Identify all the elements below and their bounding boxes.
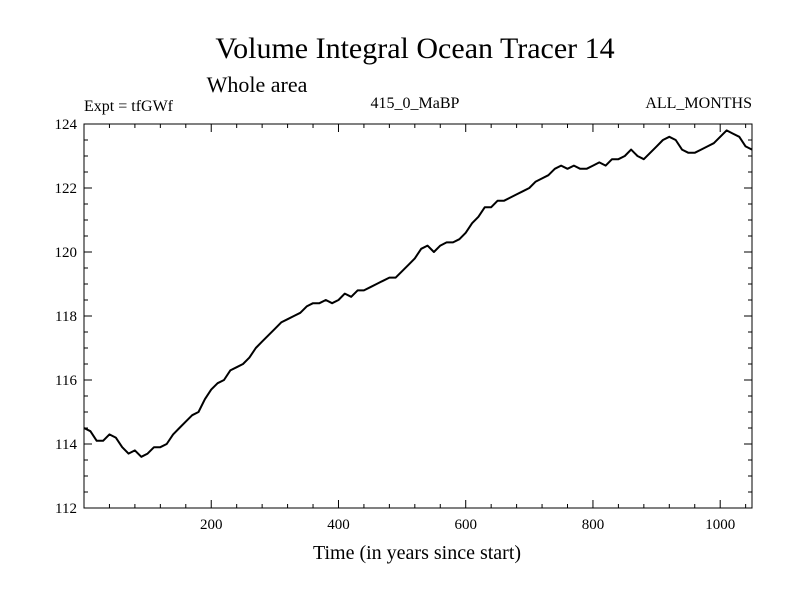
months-label: ALL_MONTHS <box>645 95 752 112</box>
x-tick-label: 400 <box>327 517 350 533</box>
x-tick-label: 200 <box>200 517 223 533</box>
plot-area: 200 400 600 800 1000 112 114 116 118 120 122 124 <box>55 117 753 533</box>
x-tick-label: 1000 <box>705 517 735 533</box>
y-tick-label: 112 <box>55 501 77 517</box>
y-tick-label: 114 <box>55 437 77 453</box>
y-tick-label: 116 <box>55 373 77 389</box>
x-tick-label: 800 <box>582 517 605 533</box>
plot-frame <box>83 123 753 509</box>
chart-title: Volume Integral Ocean Tracer 14 <box>215 32 614 65</box>
x-axis-label: Time (in years since start) <box>313 542 521 564</box>
period-label: 415_0_MaBP <box>371 95 460 112</box>
series-line <box>83 129 753 458</box>
y-tick-label: 122 <box>55 181 78 197</box>
y-tick-label: 124 <box>55 117 78 133</box>
experiment-label: Expt = tfGWf <box>84 98 174 115</box>
chart-subtitle: Whole area <box>207 72 308 97</box>
x-tick-label: 600 <box>454 517 477 533</box>
y-tick-label: 118 <box>55 309 77 325</box>
y-tick-label: 120 <box>55 245 78 261</box>
